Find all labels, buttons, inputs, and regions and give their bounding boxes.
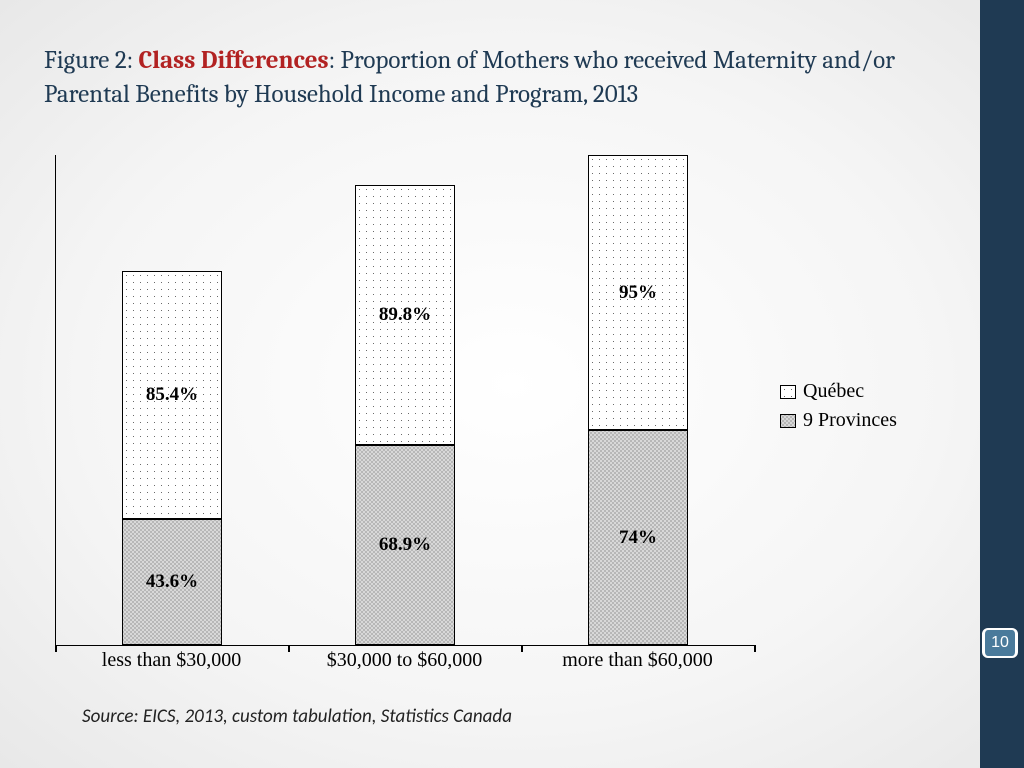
legend-label: 9 Provinces — [803, 409, 897, 432]
bar-quebec: 95% — [588, 155, 688, 430]
legend-item: 9 Provinces — [780, 409, 897, 432]
x-tick — [754, 645, 756, 652]
page-number-badge: 10 — [982, 628, 1018, 658]
bar-value-label: 43.6% — [146, 571, 198, 593]
bar-9provinces: 74% — [588, 430, 688, 645]
legend-item: Québec — [780, 380, 897, 403]
figure-title: Figure 2: Class Differences: Proportion … — [44, 44, 934, 112]
legend-swatch-9provinces — [780, 414, 796, 428]
bar-9provinces: 43.6% — [122, 519, 222, 645]
x-category-label: $30,000 to $60,000 — [288, 649, 521, 672]
bar-value-label: 74% — [619, 527, 657, 549]
bar-quebec: 85.4% — [122, 271, 222, 519]
page-number: 10 — [991, 634, 1009, 652]
chart-legend: Québec 9 Provinces — [780, 380, 897, 438]
plot-area: 43.6% 85.4% 68.9% 89.8% 74% — [55, 155, 756, 646]
title-emphasis: Class Differences — [138, 46, 328, 75]
legend-swatch-quebec — [780, 385, 796, 399]
bar-value-label: 95% — [619, 282, 657, 304]
bar-value-label: 68.9% — [379, 534, 431, 556]
bar-value-label: 89.8% — [379, 304, 431, 326]
title-prefix: Figure 2: — [44, 46, 138, 75]
bar-chart: 43.6% 85.4% 68.9% 89.8% 74% — [55, 155, 755, 675]
bar-9provinces: 68.9% — [355, 445, 455, 645]
source-citation: Source: EICS, 2013, custom tabulation, S… — [82, 705, 512, 728]
bar-quebec: 89.8% — [355, 185, 455, 445]
legend-label: Québec — [803, 380, 864, 403]
x-category-label: less than $30,000 — [55, 649, 288, 672]
x-category-label: more than $60,000 — [521, 649, 754, 672]
bar-value-label: 85.4% — [146, 384, 198, 406]
